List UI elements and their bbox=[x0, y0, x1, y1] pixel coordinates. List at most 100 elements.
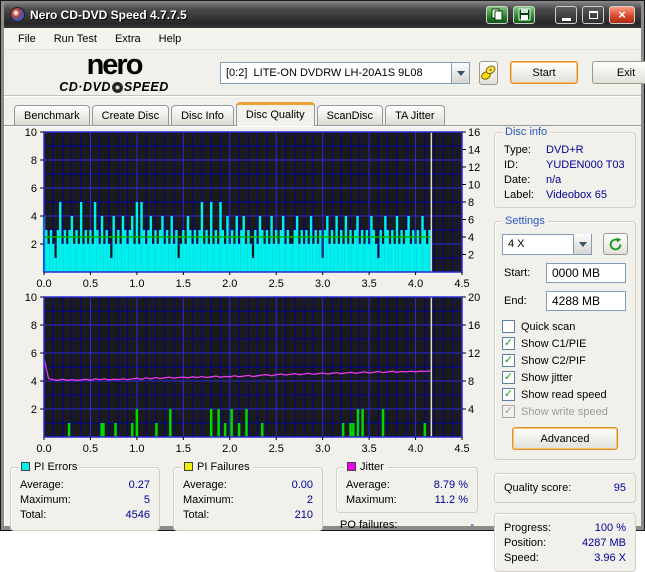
settings-title: Settings bbox=[502, 215, 548, 227]
drive-select-value: [0:2] LITE-ON DVDRW LH-20A1S 9L08 bbox=[226, 66, 423, 79]
menu-item-file[interactable]: File bbox=[18, 32, 36, 45]
svg-text:1.0: 1.0 bbox=[129, 278, 144, 290]
svg-text:1.5: 1.5 bbox=[176, 278, 191, 290]
logo-cd-dvd-text: CD·DVD bbox=[59, 80, 111, 95]
stat-row: Total: 210 bbox=[183, 509, 313, 521]
speed-select-value: 4 X bbox=[508, 238, 525, 250]
speed-row: Speed: 3.96 X bbox=[504, 552, 626, 564]
position-row: Position: 4287 MB bbox=[504, 537, 626, 549]
svg-text:20: 20 bbox=[468, 293, 480, 304]
logo-speed-text: SPEED bbox=[123, 80, 169, 95]
speed-select-dropdown-button[interactable] bbox=[573, 234, 591, 254]
exit-button[interactable]: Exit bbox=[592, 61, 645, 84]
checkbox-box[interactable] bbox=[502, 354, 515, 367]
copy-icon bbox=[491, 8, 502, 21]
svg-text:12: 12 bbox=[468, 348, 480, 360]
jitter-stats-block: Jitter Average: 8.79 % Maximum: 11.2 % PO … bbox=[336, 461, 478, 531]
disc-info-title: Disc info bbox=[502, 126, 551, 138]
pi-errors-panel: PI Errors Average: 0.27 Maximum: 5 Total: 4… bbox=[10, 461, 160, 531]
advanced-button[interactable]: Advanced bbox=[512, 427, 618, 450]
app-disc-icon bbox=[10, 7, 25, 22]
eject-lock-button[interactable] bbox=[479, 60, 498, 85]
svg-text:16: 16 bbox=[468, 128, 480, 139]
menu-item-extra[interactable]: Extra bbox=[114, 32, 141, 45]
speed-select[interactable]: 4 X bbox=[502, 233, 592, 255]
checkbox-box[interactable] bbox=[502, 388, 515, 401]
stats-strip: PI Errors Average: 0.27 Maximum: 5 Total: 4… bbox=[6, 461, 488, 531]
start-button[interactable]: Start bbox=[510, 61, 578, 84]
tab-disc-quality[interactable]: Disc Quality bbox=[235, 102, 315, 126]
stat-row: Average: 0.27 bbox=[20, 479, 150, 491]
progress-row: Progress: 100 % bbox=[504, 522, 626, 534]
start-mb-row: Start: 0000 MB bbox=[504, 263, 626, 283]
copy-to-clipboard-button[interactable] bbox=[486, 5, 508, 24]
start-mb-input[interactable]: 0000 MB bbox=[546, 263, 626, 283]
logo-sub-text: CD·DVD SPEED bbox=[38, 81, 190, 94]
disc-info-row: Date: n/a bbox=[504, 174, 562, 186]
stat-row: Average: 8.79 % bbox=[346, 479, 468, 491]
svg-text:6: 6 bbox=[31, 183, 37, 195]
svg-text:8: 8 bbox=[468, 376, 474, 388]
checkbox-show-c1-pie[interactable]: Show C1/PIE bbox=[502, 337, 628, 350]
tab-scandisc[interactable]: ScanDisc bbox=[316, 105, 384, 125]
jitter-title: Jitter bbox=[344, 461, 387, 473]
stat-row: Total: 4546 bbox=[20, 509, 150, 521]
disc-quality-page: 10 8 6 4 2 16 14 12 10 8 6 4 2 0.0 0.5 1.0 1.5 2.0 2.5 3.0 3… bbox=[4, 125, 641, 572]
nero-cdspeed-logo: nero CD·DVD SPEED bbox=[38, 51, 190, 94]
menu-item-run-test[interactable]: Run Test bbox=[53, 32, 97, 45]
svg-text:2: 2 bbox=[31, 239, 37, 251]
drive-select-dropdown-button[interactable] bbox=[451, 62, 469, 83]
svg-text:12: 12 bbox=[468, 162, 480, 174]
svg-text:2.5: 2.5 bbox=[269, 443, 284, 455]
checkbox-show-jitter[interactable]: Show jitter bbox=[502, 371, 628, 384]
yellow-discs-icon bbox=[481, 65, 496, 80]
maximize-icon bbox=[588, 10, 598, 19]
svg-text:6: 6 bbox=[468, 215, 474, 227]
svg-text:1.5: 1.5 bbox=[176, 443, 191, 455]
minimize-button[interactable] bbox=[555, 5, 577, 24]
chevron-down-icon bbox=[456, 70, 465, 80]
tab-benchmark[interactable]: Benchmark bbox=[14, 105, 90, 125]
maximize-button[interactable] bbox=[582, 5, 604, 24]
svg-text:8: 8 bbox=[31, 155, 37, 167]
svg-text:8: 8 bbox=[468, 197, 474, 209]
svg-text:3.0: 3.0 bbox=[315, 278, 330, 290]
end-mb-input[interactable]: 4288 MB bbox=[546, 291, 626, 311]
stat-row: Maximum: 5 bbox=[20, 494, 150, 506]
pi-failures-jitter-chart: 10 8 6 4 2 20 16 12 8 4 0.0 0.5 1.0 1.5 2.0 2.5 3.0 3.5 4.… bbox=[8, 292, 488, 458]
header-toolbar: nero CD·DVD SPEED [0:2] LITE-ON DVDRW LH… bbox=[4, 50, 645, 96]
svg-text:4.5: 4.5 bbox=[454, 278, 469, 290]
svg-text:0.0: 0.0 bbox=[36, 443, 51, 455]
pi-errors-legend-swatch bbox=[21, 462, 30, 471]
close-button[interactable]: × bbox=[609, 5, 635, 24]
checkbox-quick-scan[interactable]: Quick scan bbox=[502, 320, 628, 333]
svg-text:4.5: 4.5 bbox=[454, 443, 469, 455]
save-screenshot-button[interactable] bbox=[513, 5, 535, 24]
drive-select[interactable]: [0:2] LITE-ON DVDRW LH-20A1S 9L08 bbox=[220, 61, 470, 84]
svg-text:1.0: 1.0 bbox=[129, 443, 144, 455]
checkbox-show-read-speed[interactable]: Show read speed bbox=[502, 388, 628, 401]
checkbox-show-c2-pif[interactable]: Show C2/PIF bbox=[502, 354, 628, 367]
end-mb-row: End: 4288 MB bbox=[504, 291, 626, 311]
titlebar[interactable]: Nero CD-DVD Speed 4.7.7.5 × bbox=[4, 1, 641, 28]
floppy-disk-icon bbox=[518, 8, 530, 21]
side-panel: Disc info Type: DVD+R ID: YUDEN000 T03 Dat… bbox=[488, 126, 641, 572]
svg-text:0.5: 0.5 bbox=[83, 443, 98, 455]
svg-text:3.5: 3.5 bbox=[361, 443, 376, 455]
svg-text:2.0: 2.0 bbox=[222, 278, 237, 290]
tab-disc-info[interactable]: Disc Info bbox=[171, 105, 234, 125]
svg-text:4: 4 bbox=[31, 211, 37, 223]
svg-text:8: 8 bbox=[31, 320, 37, 332]
chevron-down-icon bbox=[578, 242, 587, 251]
svg-text:10: 10 bbox=[25, 128, 37, 139]
disc-icon bbox=[111, 82, 123, 93]
tab-create-disc[interactable]: Create Disc bbox=[91, 105, 170, 125]
checkbox-box[interactable] bbox=[502, 371, 515, 384]
checkbox-box[interactable] bbox=[502, 320, 515, 333]
po-failures-row: PO failures: - bbox=[340, 519, 474, 531]
refresh-button[interactable] bbox=[603, 233, 628, 255]
tab-ta-jitter[interactable]: TA Jitter bbox=[385, 105, 445, 125]
svg-text:0.5: 0.5 bbox=[83, 278, 98, 290]
menu-item-help[interactable]: Help bbox=[158, 32, 182, 45]
checkbox-box[interactable] bbox=[502, 337, 515, 350]
